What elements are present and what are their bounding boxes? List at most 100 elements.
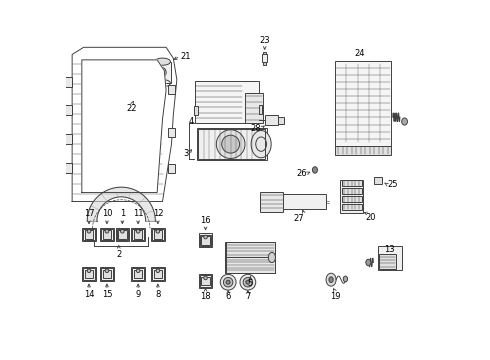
- Text: 3: 3: [183, 149, 189, 158]
- Bar: [118, 230, 126, 239]
- Bar: [226, 242, 275, 257]
- Bar: [131, 228, 145, 241]
- Bar: [335, 60, 391, 146]
- Bar: [65, 77, 72, 87]
- Bar: [199, 274, 212, 288]
- Bar: [259, 105, 262, 114]
- Ellipse shape: [155, 58, 171, 65]
- Bar: [196, 128, 267, 160]
- Bar: [340, 180, 364, 213]
- Ellipse shape: [326, 273, 336, 286]
- Bar: [245, 93, 263, 123]
- Text: 23: 23: [259, 36, 270, 45]
- Text: 15: 15: [102, 291, 112, 300]
- Bar: [132, 268, 144, 280]
- Bar: [374, 177, 382, 184]
- Bar: [102, 270, 111, 278]
- Bar: [82, 228, 96, 241]
- Ellipse shape: [125, 73, 147, 100]
- Bar: [199, 233, 212, 247]
- Ellipse shape: [204, 235, 207, 239]
- Bar: [132, 229, 144, 240]
- Bar: [102, 230, 111, 239]
- Ellipse shape: [223, 278, 233, 287]
- Text: 2: 2: [116, 250, 122, 259]
- Bar: [342, 196, 362, 202]
- Polygon shape: [82, 60, 166, 193]
- Text: 10: 10: [102, 210, 112, 219]
- Bar: [152, 268, 164, 280]
- Ellipse shape: [216, 130, 245, 158]
- Ellipse shape: [269, 252, 275, 262]
- Bar: [201, 277, 210, 285]
- Bar: [65, 163, 72, 173]
- Ellipse shape: [402, 118, 408, 125]
- Text: 6: 6: [225, 292, 231, 301]
- Ellipse shape: [156, 269, 160, 273]
- Ellipse shape: [343, 276, 347, 282]
- Text: 22: 22: [127, 104, 137, 113]
- Bar: [83, 268, 95, 280]
- Bar: [342, 180, 362, 186]
- Ellipse shape: [329, 277, 333, 283]
- Bar: [155, 62, 171, 83]
- Ellipse shape: [226, 280, 230, 284]
- Ellipse shape: [105, 229, 109, 233]
- Bar: [278, 117, 284, 125]
- Text: 17: 17: [84, 210, 94, 219]
- Bar: [100, 228, 114, 241]
- Bar: [201, 236, 210, 244]
- Bar: [101, 229, 113, 240]
- Bar: [151, 228, 165, 241]
- Bar: [101, 268, 113, 280]
- Bar: [194, 107, 197, 116]
- Bar: [195, 81, 259, 123]
- Polygon shape: [87, 187, 155, 221]
- Text: 24: 24: [354, 49, 365, 58]
- Bar: [342, 204, 362, 210]
- Bar: [65, 105, 72, 116]
- Ellipse shape: [243, 278, 253, 287]
- Ellipse shape: [240, 274, 256, 290]
- Bar: [265, 116, 278, 126]
- Bar: [168, 128, 175, 137]
- Text: 27: 27: [294, 215, 304, 224]
- Ellipse shape: [251, 131, 271, 158]
- Bar: [200, 234, 211, 246]
- Bar: [168, 85, 175, 94]
- Text: 8: 8: [155, 291, 161, 300]
- Bar: [335, 146, 391, 155]
- Ellipse shape: [87, 269, 91, 273]
- Text: 5: 5: [248, 279, 253, 288]
- Bar: [225, 242, 275, 273]
- Text: 11: 11: [133, 210, 144, 219]
- Text: 18: 18: [200, 292, 211, 301]
- Bar: [131, 267, 145, 281]
- Text: 28: 28: [250, 124, 261, 133]
- Ellipse shape: [121, 229, 124, 233]
- Bar: [134, 230, 143, 239]
- Bar: [378, 246, 402, 270]
- Ellipse shape: [87, 229, 91, 233]
- Text: 13: 13: [385, 244, 395, 253]
- Bar: [342, 188, 362, 194]
- Bar: [117, 229, 128, 240]
- Text: 7: 7: [245, 292, 250, 301]
- Ellipse shape: [136, 229, 140, 233]
- Bar: [82, 267, 96, 281]
- Ellipse shape: [159, 68, 166, 77]
- Bar: [262, 54, 267, 62]
- Bar: [83, 229, 95, 240]
- Ellipse shape: [133, 83, 139, 90]
- Bar: [260, 194, 326, 210]
- Bar: [263, 62, 266, 65]
- Bar: [153, 230, 162, 239]
- Ellipse shape: [366, 259, 371, 266]
- Text: 16: 16: [200, 216, 211, 225]
- Ellipse shape: [204, 276, 207, 280]
- Text: 25: 25: [387, 180, 397, 189]
- Ellipse shape: [313, 167, 318, 173]
- Ellipse shape: [136, 269, 140, 273]
- Bar: [85, 230, 93, 239]
- Bar: [197, 130, 265, 159]
